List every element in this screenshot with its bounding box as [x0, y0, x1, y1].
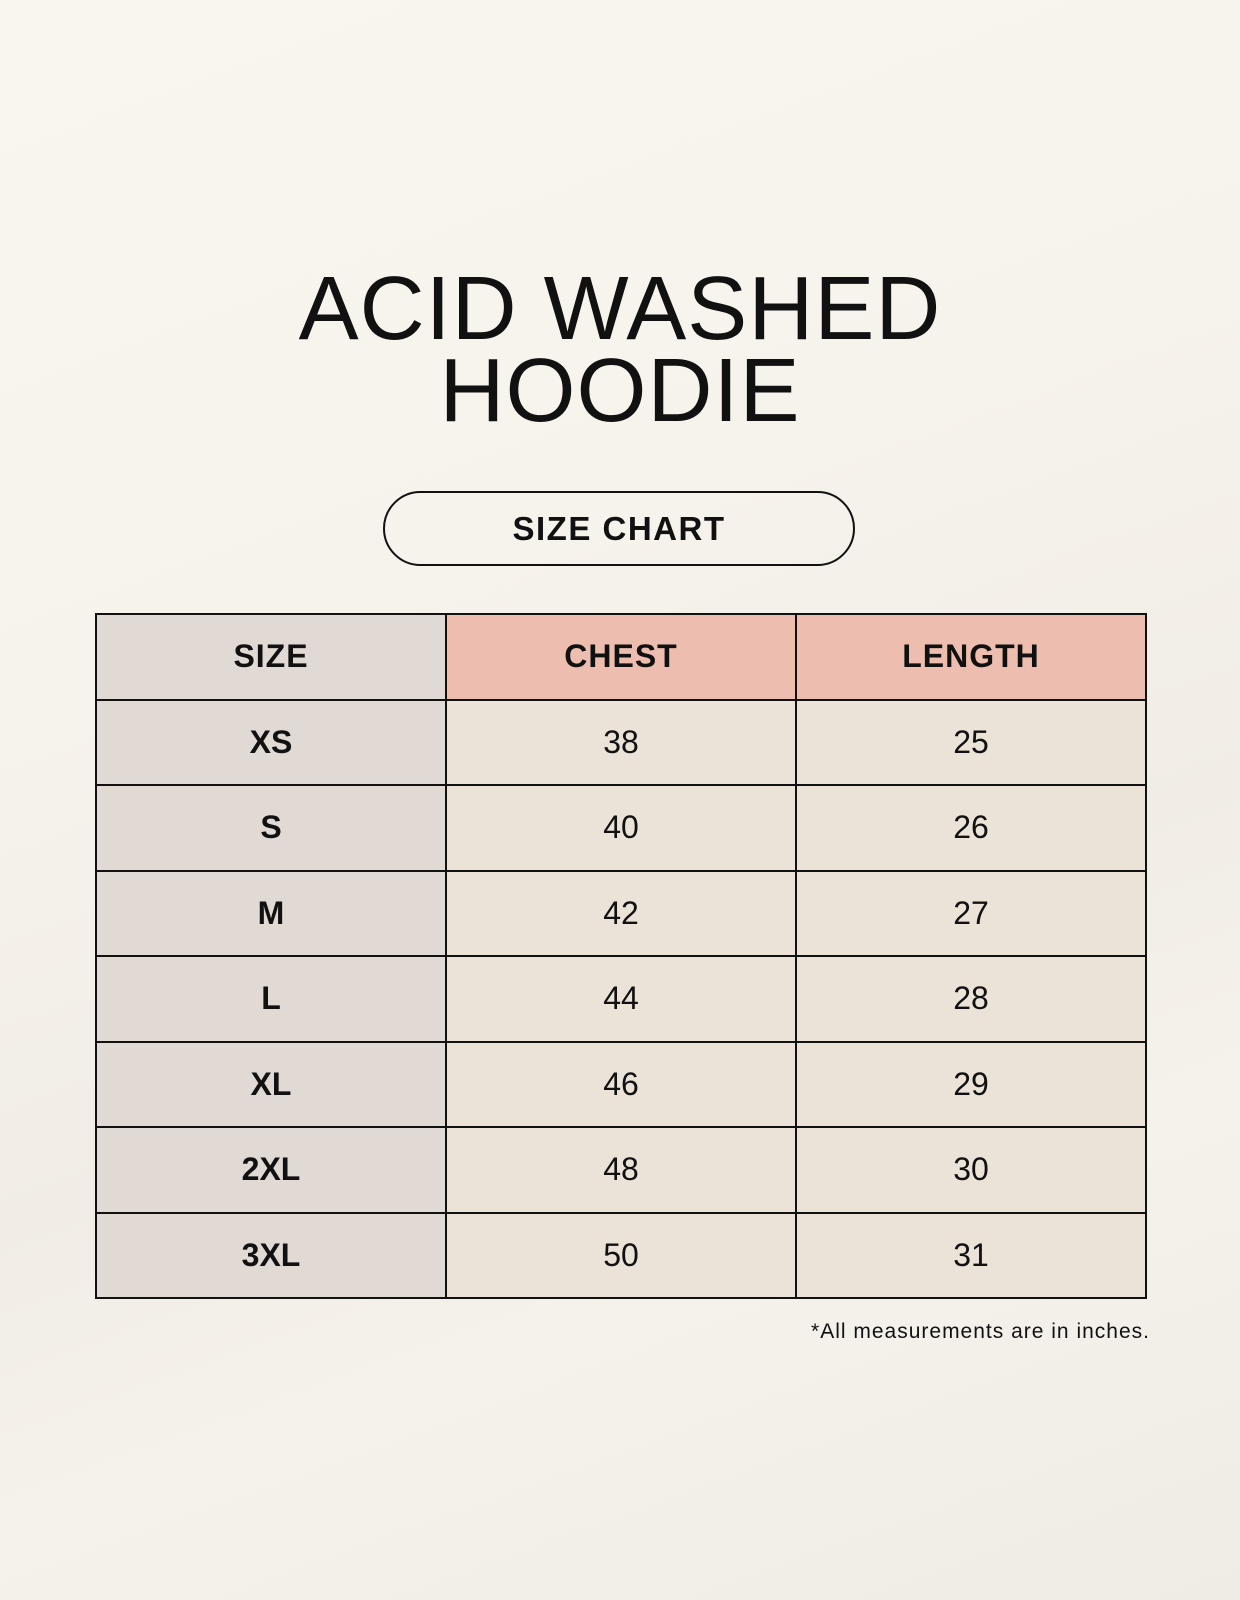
table-row: XS 38 25: [95, 698, 1147, 786]
cell-chest: 50: [445, 1211, 797, 1299]
size-table: SIZE CHEST LENGTH XS 38 25 S 40 26 M 42 27 L 44 28 X…: [95, 613, 1147, 1299]
header-chest: CHEST: [445, 613, 797, 701]
cell-size: XL: [95, 1040, 447, 1128]
table-row: 3XL 50 31: [95, 1211, 1147, 1299]
cell-length: 30: [795, 1126, 1147, 1214]
cell-length: 27: [795, 869, 1147, 957]
table-row: XL 46 29: [95, 1040, 1147, 1128]
cell-size: 3XL: [95, 1211, 447, 1299]
cell-length: 29: [795, 1040, 1147, 1128]
cell-chest: 44: [445, 955, 797, 1043]
table-row: S 40 26: [95, 784, 1147, 872]
table-row: M 42 27: [95, 869, 1147, 957]
cell-size: L: [95, 955, 447, 1043]
table-row: 2XL 48 30: [95, 1126, 1147, 1214]
page-title: ACID WASHED HOODIE: [0, 259, 1240, 441]
cell-size: S: [95, 784, 447, 872]
size-chart-label: SIZE CHART: [383, 491, 855, 566]
cell-size: XS: [95, 698, 447, 786]
cell-size: M: [95, 869, 447, 957]
header-length: LENGTH: [795, 613, 1147, 701]
table-row: L 44 28: [95, 955, 1147, 1043]
cell-length: 31: [795, 1211, 1147, 1299]
cell-chest: 46: [445, 1040, 797, 1128]
cell-chest: 42: [445, 869, 797, 957]
cell-chest: 40: [445, 784, 797, 872]
header-size: SIZE: [95, 613, 447, 701]
title-line-1: ACID WASHED: [298, 259, 942, 359]
cell-chest: 38: [445, 698, 797, 786]
cell-size: 2XL: [95, 1126, 447, 1214]
title-line-2: HOODIE: [439, 341, 801, 441]
cell-length: 25: [795, 698, 1147, 786]
cell-length: 28: [795, 955, 1147, 1043]
table-header-row: SIZE CHEST LENGTH: [95, 613, 1147, 701]
cell-chest: 48: [445, 1126, 797, 1214]
footnote: *All measurements are in inches.: [811, 1320, 1150, 1343]
cell-length: 26: [795, 784, 1147, 872]
